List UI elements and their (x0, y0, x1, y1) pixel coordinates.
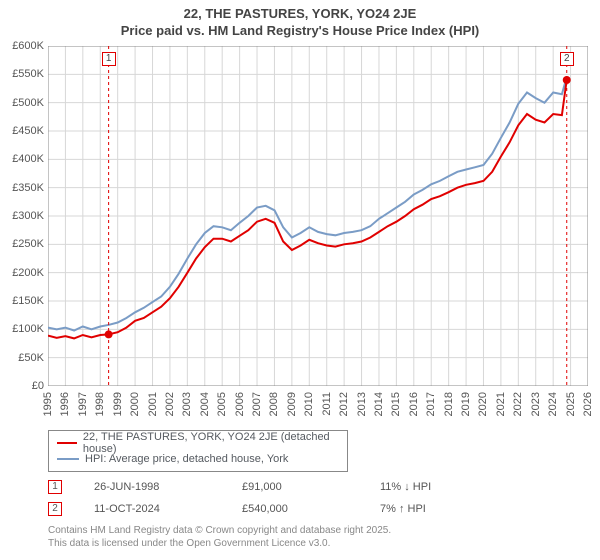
x-tick-label: 2004 (199, 392, 211, 416)
x-tick-label: 2008 (268, 392, 280, 416)
x-tick-label: 2023 (530, 392, 542, 416)
data-hpi: 7% ↑ HPI (380, 503, 490, 515)
y-tick-label: £100K (12, 323, 44, 335)
chart-marker-box: 2 (560, 52, 574, 66)
chart-title-desc: Price paid vs. HM Land Registry's House … (0, 23, 600, 38)
chart-marker-box: 1 (102, 52, 116, 66)
x-axis-labels: 1995199619971998199920002001200220032004… (48, 388, 588, 424)
marker-badge: 2 (48, 502, 62, 516)
x-tick-label: 2021 (495, 392, 507, 416)
x-tick-label: 2009 (286, 392, 298, 416)
legend-label: HPI: Average price, detached house, York (85, 453, 288, 465)
data-date: 26-JUN-1998 (94, 481, 214, 493)
x-tick-label: 2010 (303, 392, 315, 416)
data-row: 2 11-OCT-2024 £540,000 7% ↑ HPI (48, 498, 588, 520)
x-tick-label: 2020 (477, 392, 489, 416)
data-rows: 1 26-JUN-1998 £91,000 11% ↓ HPI 2 11-OCT… (48, 476, 588, 520)
chart-title-address: 22, THE PASTURES, YORK, YO24 2JE (0, 6, 600, 21)
y-axis-labels: £0£50K£100K£150K£200K£250K£300K£350K£400… (0, 46, 46, 386)
y-tick-label: £500K (12, 97, 44, 109)
x-tick-label: 2014 (373, 392, 385, 416)
y-tick-label: £150K (12, 295, 44, 307)
x-tick-label: 2003 (181, 392, 193, 416)
legend-row: 22, THE PASTURES, YORK, YO24 2JE (detach… (57, 435, 339, 451)
x-tick-label: 2006 (234, 392, 246, 416)
x-tick-label: 2013 (356, 392, 368, 416)
x-tick-label: 2005 (216, 392, 228, 416)
plot-svg (48, 46, 588, 386)
y-tick-label: £0 (32, 380, 44, 392)
legend: 22, THE PASTURES, YORK, YO24 2JE (detach… (48, 430, 348, 472)
legend-swatch (57, 442, 77, 444)
x-tick-label: 2007 (251, 392, 263, 416)
x-tick-label: 2012 (338, 392, 350, 416)
x-tick-label: 1996 (59, 392, 71, 416)
x-tick-label: 1995 (42, 392, 54, 416)
x-tick-label: 2000 (129, 392, 141, 416)
y-tick-label: £50K (18, 352, 44, 364)
legend-label: 22, THE PASTURES, YORK, YO24 2JE (detach… (83, 431, 339, 455)
footer-line1: Contains HM Land Registry data © Crown c… (48, 524, 391, 537)
y-tick-label: £300K (12, 210, 44, 222)
chart-titles: 22, THE PASTURES, YORK, YO24 2JE Price p… (0, 0, 600, 38)
plot-area (48, 46, 588, 386)
price-chart: 22, THE PASTURES, YORK, YO24 2JE Price p… (0, 0, 600, 560)
data-price: £91,000 (242, 481, 352, 493)
x-tick-label: 2026 (582, 392, 594, 416)
x-tick-label: 2019 (460, 392, 472, 416)
data-hpi: 11% ↓ HPI (380, 481, 490, 493)
footer-line2: This data is licensed under the Open Gov… (48, 537, 391, 550)
y-tick-label: £400K (12, 153, 44, 165)
data-row: 1 26-JUN-1998 £91,000 11% ↓ HPI (48, 476, 588, 498)
x-tick-label: 1999 (112, 392, 124, 416)
x-tick-label: 2018 (443, 392, 455, 416)
y-tick-label: £600K (12, 40, 44, 52)
marker-badge: 1 (48, 480, 62, 494)
x-tick-label: 2015 (390, 392, 402, 416)
y-tick-label: £550K (12, 68, 44, 80)
x-tick-label: 2025 (565, 392, 577, 416)
x-tick-label: 2016 (408, 392, 420, 416)
x-tick-label: 1998 (94, 392, 106, 416)
y-tick-label: £350K (12, 182, 44, 194)
x-tick-label: 2001 (147, 392, 159, 416)
y-tick-label: £200K (12, 267, 44, 279)
x-tick-label: 2022 (512, 392, 524, 416)
legend-swatch (57, 458, 79, 460)
x-tick-label: 2002 (164, 392, 176, 416)
chart-footer: Contains HM Land Registry data © Crown c… (48, 524, 391, 550)
y-tick-label: £250K (12, 238, 44, 250)
x-tick-label: 2024 (547, 392, 559, 416)
data-date: 11-OCT-2024 (94, 503, 214, 515)
x-tick-label: 1997 (77, 392, 89, 416)
x-tick-label: 2017 (425, 392, 437, 416)
y-tick-label: £450K (12, 125, 44, 137)
x-tick-label: 2011 (321, 392, 333, 416)
data-price: £540,000 (242, 503, 352, 515)
